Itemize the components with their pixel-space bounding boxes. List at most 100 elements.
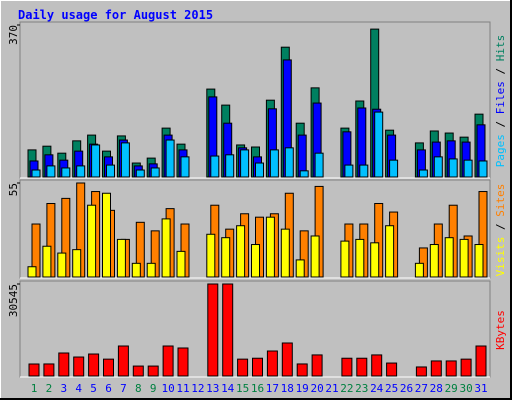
bar <box>385 225 395 278</box>
bar <box>311 354 323 377</box>
bar <box>162 345 174 377</box>
x-tick-label: 12 <box>191 382 204 395</box>
bar <box>444 237 454 278</box>
bar <box>225 154 235 178</box>
bar <box>135 169 145 178</box>
bar <box>448 158 458 178</box>
x-tick-label: 11 <box>176 382 189 395</box>
bar <box>359 164 369 178</box>
bar <box>389 159 399 178</box>
bar <box>72 249 82 278</box>
x-tick-label: 26 <box>400 382 413 395</box>
x-tick-label: 24 <box>370 382 384 395</box>
bar <box>314 152 324 178</box>
x-tick-label: 25 <box>385 382 398 395</box>
bar <box>88 353 100 377</box>
bar <box>299 170 309 178</box>
legend: Pages / Files / Hits <box>494 35 507 168</box>
bar <box>374 111 384 178</box>
x-tick-label: 5 <box>90 382 97 395</box>
x-tick-label: 29 <box>445 382 458 395</box>
bar <box>87 204 97 278</box>
bar <box>31 169 41 178</box>
bar <box>103 358 114 377</box>
bar <box>386 362 398 377</box>
x-tick-label: 30 <box>459 382 472 395</box>
bar <box>237 358 249 377</box>
legend-separator: / <box>494 217 507 237</box>
bar <box>251 244 260 278</box>
x-tick-label: 21 <box>325 382 338 395</box>
x-tick-label: 15 <box>236 382 249 395</box>
bar <box>445 360 457 377</box>
bar <box>265 216 275 278</box>
bar <box>46 165 56 178</box>
x-tick-label: 19 <box>296 382 309 395</box>
x-tick-label: 9 <box>150 382 157 395</box>
bar <box>61 167 71 178</box>
chart-title: Daily usage for August 2015 <box>18 8 213 22</box>
x-tick-label: 14 <box>221 382 235 395</box>
bar <box>132 365 144 377</box>
bar <box>176 250 186 278</box>
legend-entry: Pages <box>494 134 507 167</box>
bar <box>147 365 159 377</box>
bar <box>28 363 40 377</box>
legend: KBytes <box>494 310 507 350</box>
x-tick-label: 8 <box>135 382 142 395</box>
bar <box>460 358 472 377</box>
y-tick-label: 370 <box>7 25 20 45</box>
x-tick-label: 23 <box>355 382 368 395</box>
bar <box>221 237 231 278</box>
x-tick-label: 22 <box>340 382 353 395</box>
bar <box>370 242 380 278</box>
bar <box>150 167 160 178</box>
x-tick-label: 3 <box>60 382 67 395</box>
bar <box>131 262 141 278</box>
bar <box>57 252 67 278</box>
bar <box>344 164 354 178</box>
bar <box>27 266 37 278</box>
bar <box>73 356 85 377</box>
y-tick-label: 55 <box>7 183 20 196</box>
bar <box>43 363 55 377</box>
bar <box>76 165 86 178</box>
legend-entry: KBytes <box>494 310 507 350</box>
bar <box>42 245 52 278</box>
bar <box>58 352 70 377</box>
x-tick-label: 4 <box>75 382 82 395</box>
bar <box>210 155 220 178</box>
x-tick-label: 16 <box>251 382 264 395</box>
legend-entry: Visits <box>494 237 507 277</box>
bar <box>296 363 308 377</box>
bar <box>165 139 175 178</box>
x-tick-label: 17 <box>266 382 279 395</box>
x-tick-label: 7 <box>120 382 127 395</box>
bar <box>269 149 279 178</box>
bar <box>117 345 129 377</box>
bar <box>177 347 189 377</box>
bar <box>280 228 290 278</box>
y-tick-label: 30545 <box>7 284 20 317</box>
bar <box>340 240 350 278</box>
bar <box>284 147 294 178</box>
bar <box>180 156 190 178</box>
bar <box>252 357 263 377</box>
x-tick-label: 28 <box>430 382 443 395</box>
bar <box>146 262 156 278</box>
bar <box>478 160 488 178</box>
bar <box>222 283 234 377</box>
x-tick-label: 31 <box>474 382 487 395</box>
bar <box>371 354 383 377</box>
bar <box>266 350 278 377</box>
bar <box>116 238 126 278</box>
bar <box>430 360 442 377</box>
bar <box>91 144 101 178</box>
bar <box>475 345 487 377</box>
bar <box>355 238 365 278</box>
bar <box>161 218 171 278</box>
bar <box>310 235 320 278</box>
bar <box>106 164 115 178</box>
